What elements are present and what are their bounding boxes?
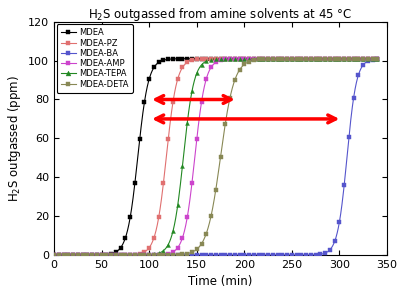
- Legend: MDEA, MDEA-PZ, MDEA-BA, MDEA-AMP, MDEA-TEPA, MDEA-DETA: MDEA, MDEA-PZ, MDEA-BA, MDEA-AMP, MDEA-T…: [56, 24, 133, 93]
- Y-axis label: H$_2$S outgassed (ppm): H$_2$S outgassed (ppm): [6, 75, 23, 202]
- X-axis label: Time (min): Time (min): [188, 275, 253, 288]
- Title: H$_2$S outgassed from amine solvents at 45 °C: H$_2$S outgassed from amine solvents at …: [88, 6, 353, 23]
